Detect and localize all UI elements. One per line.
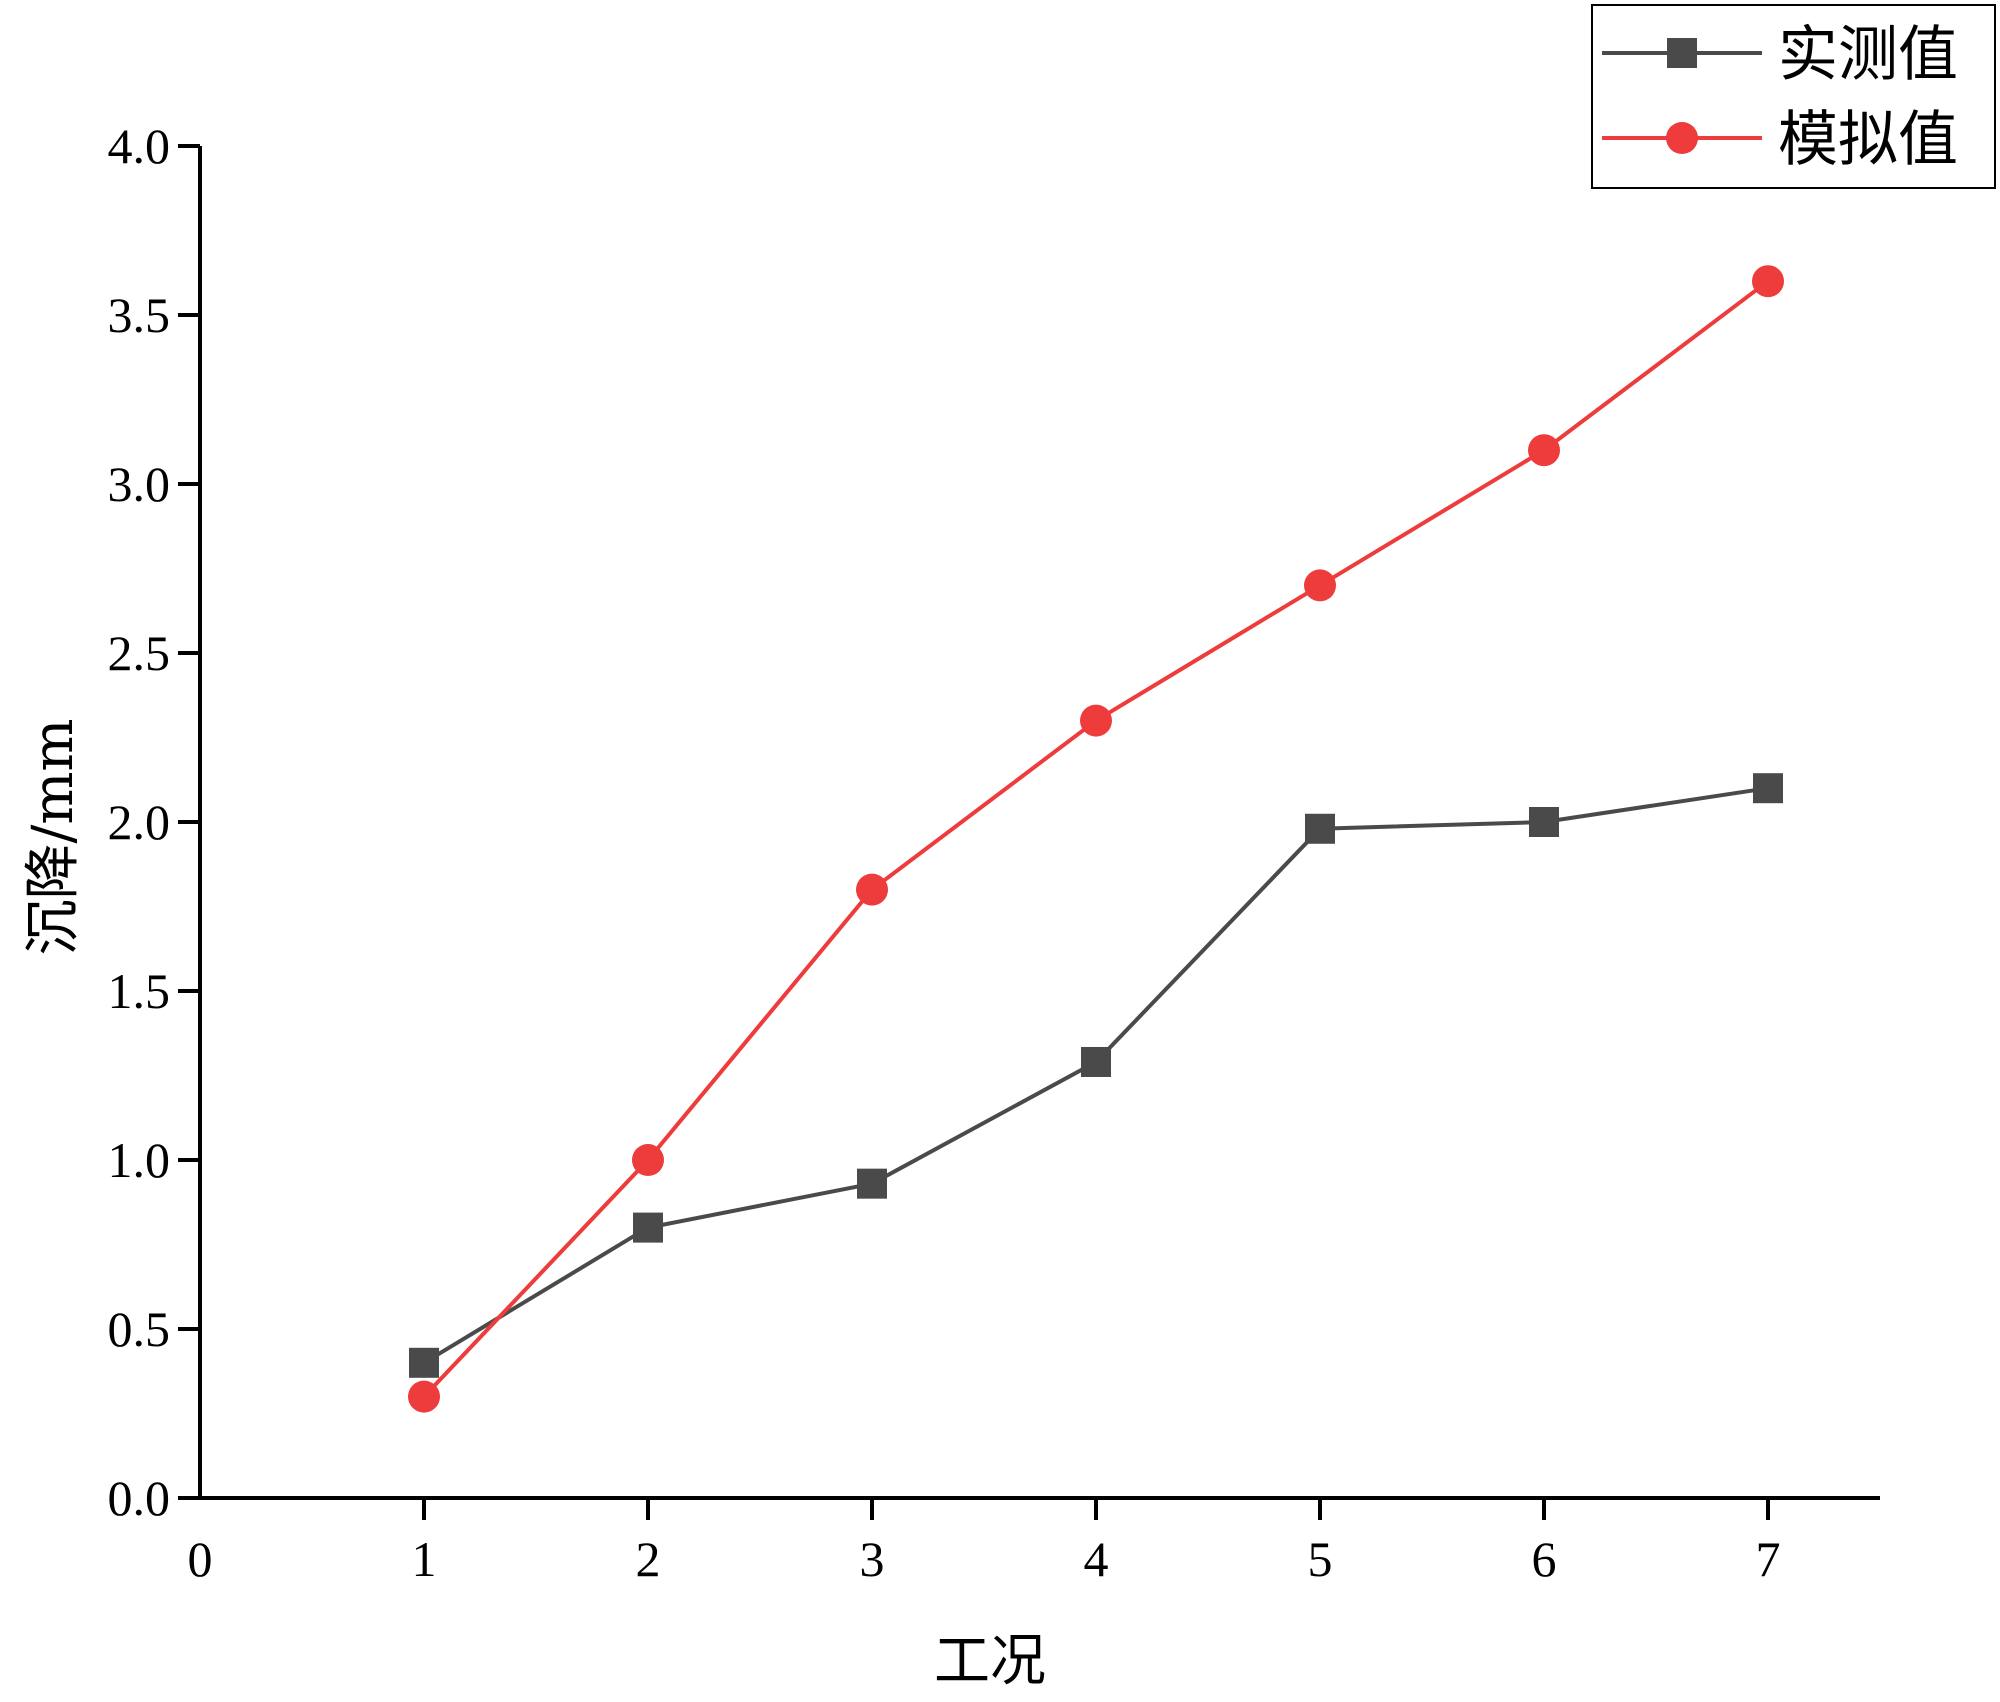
data-point: [1081, 1046, 1111, 1077]
y-axis-title: 沉降/mm: [21, 718, 86, 955]
data-point: [1305, 813, 1335, 844]
data-point: [409, 1347, 439, 1378]
data-point: [633, 1212, 663, 1243]
y-tick-label: 2.0: [108, 794, 171, 850]
y-tick-label: 2.5: [108, 625, 171, 681]
legend-item: 模拟值: [1602, 105, 1958, 175]
x-tick-label: 0: [188, 1531, 213, 1587]
data-point: [856, 873, 888, 906]
x-tick-label: 6: [1532, 1531, 1557, 1587]
series-1: [409, 773, 1783, 1378]
x-tick-label: 7: [1756, 1531, 1781, 1587]
y-tick-label: 3.0: [108, 456, 171, 512]
data-point: [1304, 569, 1336, 602]
y-tick-label: 1.0: [108, 1132, 171, 1188]
legend-box: [1591, 4, 1996, 189]
axes: 0 1 2 3 4 5 6 7 0.0 0.5 1.0 1.5 2.0 2.5 3.0 3.5 4.0: [108, 118, 1880, 1587]
y-tick-label: 3.5: [108, 287, 171, 343]
data-point: [1529, 807, 1559, 837]
legend-item: 实测值: [1602, 20, 1958, 90]
y-tick-label: 1.5: [108, 963, 171, 1019]
y-tick-label: 0.5: [108, 1301, 171, 1357]
plot-series: [408, 265, 1784, 1413]
x-tick-label: 1: [412, 1531, 437, 1587]
series-2: [408, 265, 1784, 1413]
legend-label: 模拟值: [1778, 105, 1958, 175]
y-tick-label: 4.0: [108, 118, 171, 174]
x-tick-label: 4: [1084, 1531, 1109, 1587]
data-point: [857, 1168, 887, 1199]
data-point: [1080, 704, 1112, 737]
series-line: [422, 279, 1770, 1398]
legend-label: 实测值: [1778, 20, 1958, 90]
x-tick-label: 3: [860, 1531, 885, 1587]
data-point: [1528, 434, 1560, 467]
data-point: [408, 1380, 440, 1413]
x-ticks: 0 1 2 3 4 5 6 7: [188, 1498, 1781, 1587]
data-point: [1752, 265, 1784, 298]
y-ticks: 0.0 0.5 1.0 1.5 2.0 2.5 3.0 3.5 4.0: [108, 118, 200, 1526]
x-tick-label: 5: [1308, 1531, 1333, 1587]
y-tick-label: 0.0: [108, 1470, 171, 1526]
x-axis-title: 工况: [934, 1629, 1046, 1694]
x-tick-label: 2: [636, 1531, 661, 1587]
legend-marker: [1666, 122, 1698, 154]
data-point: [632, 1144, 664, 1176]
data-point: [1753, 773, 1783, 804]
legend-marker: [1667, 38, 1697, 68]
